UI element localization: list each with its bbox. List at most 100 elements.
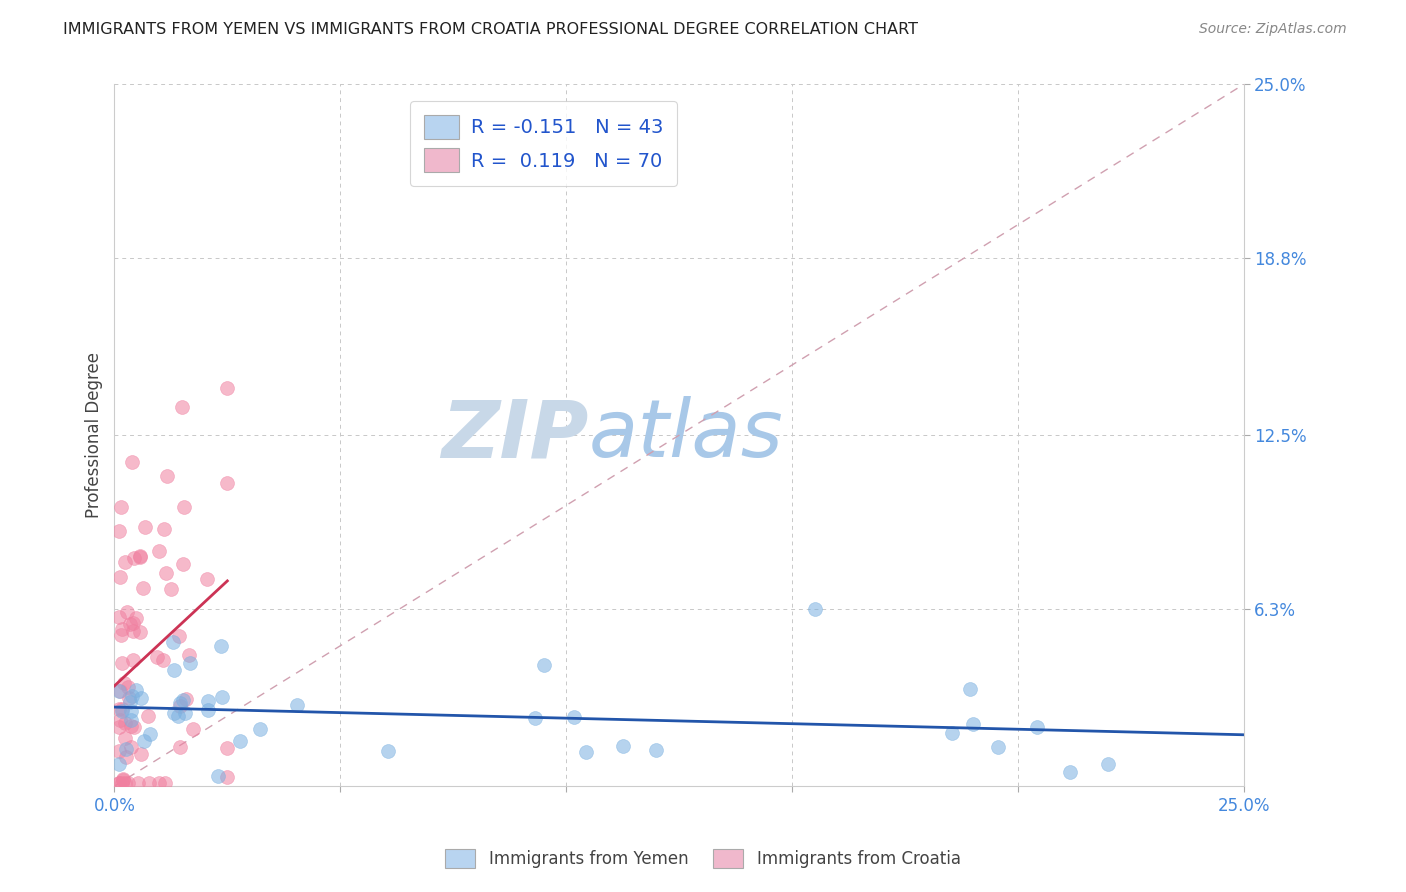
Point — [108, 757, 131, 772]
Point — [111, 701, 134, 715]
Point — [118, 695, 141, 709]
Point — [169, 698, 191, 713]
Point — [128, 625, 150, 640]
Point — [117, 776, 139, 790]
Point — [120, 719, 142, 733]
Point — [121, 455, 143, 469]
Point — [108, 743, 131, 757]
Point — [148, 543, 170, 558]
Point — [118, 616, 141, 631]
Point — [120, 713, 142, 727]
Point — [115, 742, 138, 756]
Point — [110, 570, 132, 584]
Point — [121, 689, 143, 703]
Point — [197, 693, 219, 707]
Point — [987, 739, 1010, 754]
Point — [117, 680, 139, 694]
Point — [249, 723, 271, 737]
Point — [111, 772, 134, 787]
Point — [523, 711, 546, 725]
Point — [115, 606, 138, 620]
Point — [197, 703, 219, 717]
Point — [148, 776, 170, 790]
Point — [1097, 756, 1119, 771]
Point — [121, 653, 143, 667]
Point — [162, 635, 184, 649]
Point — [138, 776, 160, 790]
Point — [152, 653, 174, 667]
Point — [228, 734, 250, 748]
Point — [110, 684, 132, 698]
Point — [108, 702, 131, 716]
Point — [564, 709, 586, 723]
Point — [108, 683, 131, 698]
Point — [962, 717, 984, 731]
Point — [120, 704, 142, 718]
Text: IMMIGRANTS FROM YEMEN VS IMMIGRANTS FROM CROATIA PROFESSIONAL DEGREE CORRELATION: IMMIGRANTS FROM YEMEN VS IMMIGRANTS FROM… — [63, 22, 918, 37]
Point — [108, 609, 131, 624]
Point — [179, 656, 201, 670]
Point — [108, 524, 131, 538]
Point — [155, 566, 177, 580]
Point — [108, 776, 131, 790]
Point — [941, 725, 963, 739]
Point — [114, 716, 136, 731]
Point — [211, 690, 233, 704]
Point — [112, 676, 135, 690]
Y-axis label: Professional Degree: Professional Degree — [86, 352, 103, 518]
Point — [114, 731, 136, 746]
Point — [1059, 765, 1081, 780]
Point — [136, 709, 159, 723]
Point — [108, 714, 131, 728]
Point — [645, 742, 668, 756]
Point — [612, 739, 634, 753]
Point — [377, 744, 399, 758]
Point — [122, 550, 145, 565]
Point — [134, 520, 156, 534]
Point — [111, 773, 134, 788]
Point — [125, 611, 148, 625]
Point — [574, 745, 596, 759]
Point — [132, 581, 155, 595]
Point — [174, 691, 197, 706]
Point — [108, 776, 131, 790]
Point — [173, 500, 195, 514]
Point — [959, 682, 981, 697]
Point — [217, 740, 239, 755]
Point — [163, 706, 186, 720]
Point — [285, 698, 308, 712]
Text: atlas: atlas — [589, 396, 783, 475]
Point — [533, 658, 555, 673]
Point — [167, 629, 190, 643]
Legend: R = -0.151   N = 43, R =  0.119   N = 70: R = -0.151 N = 43, R = 0.119 N = 70 — [411, 101, 676, 186]
Point — [115, 750, 138, 764]
Point — [170, 400, 193, 414]
Point — [114, 776, 136, 790]
Point — [111, 622, 134, 636]
Point — [177, 648, 200, 662]
Point — [129, 690, 152, 705]
Point — [125, 682, 148, 697]
Point — [207, 769, 229, 783]
Point — [124, 720, 146, 734]
Point — [110, 704, 132, 718]
Point — [129, 747, 152, 761]
Point — [217, 381, 239, 395]
Point — [181, 722, 204, 736]
Point — [169, 696, 191, 710]
Point — [159, 582, 181, 596]
Point — [134, 733, 156, 747]
Point — [217, 770, 239, 784]
Point — [172, 693, 194, 707]
Point — [803, 602, 825, 616]
Text: ZIP: ZIP — [441, 396, 589, 475]
Point — [121, 624, 143, 638]
Point — [128, 549, 150, 563]
Point — [195, 572, 218, 586]
Point — [169, 739, 191, 754]
Point — [127, 776, 149, 790]
Point — [120, 739, 142, 754]
Point — [167, 709, 190, 723]
Point — [111, 656, 134, 670]
Text: Source: ZipAtlas.com: Source: ZipAtlas.com — [1199, 22, 1347, 37]
